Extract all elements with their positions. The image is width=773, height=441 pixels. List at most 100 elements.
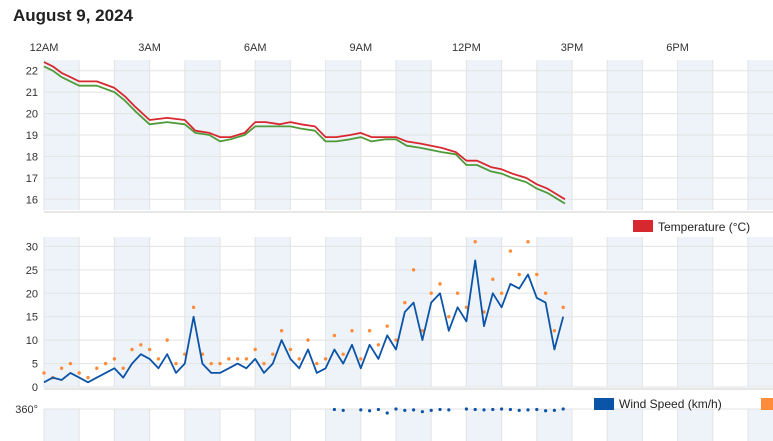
wind-direction-point <box>526 408 530 412</box>
time-axis-label: 3AM <box>138 42 161 54</box>
time-axis-label: 6PM <box>666 42 689 54</box>
wind-gust-point <box>235 357 240 361</box>
direction-tick-label: 360° <box>15 404 38 416</box>
legend-label-wind-speed: Wind Speed (km/h) <box>619 397 722 411</box>
wind-gust-point <box>385 324 389 328</box>
time-band <box>607 237 643 387</box>
wind-tick-label: 5 <box>32 359 38 371</box>
wind-direction-point <box>500 407 504 411</box>
wind-tick-label: 10 <box>26 335 38 347</box>
wind-gust-point <box>482 310 486 314</box>
wind-gust-point <box>350 329 354 333</box>
wind-tick-label: 25 <box>26 265 38 277</box>
wind-gust-point <box>315 361 319 366</box>
time-band <box>536 409 572 441</box>
wind-tick-label: 30 <box>26 241 38 253</box>
temperature-line <box>43 61 566 201</box>
wind-gust-point <box>306 338 310 342</box>
wind-gust-point <box>253 347 257 352</box>
wind-direction-point <box>482 408 486 412</box>
wind-tick-label: 15 <box>26 312 38 324</box>
temperature-tick-label: 19 <box>26 130 38 142</box>
wind-gust-point <box>376 343 381 347</box>
wind-gust-point <box>112 357 117 361</box>
time-band <box>607 409 643 441</box>
temperature-tick-label: 18 <box>26 151 38 163</box>
time-band <box>466 409 502 441</box>
wind-gust-point <box>367 329 372 333</box>
wind-gust-point <box>455 291 460 295</box>
wind-gust-point <box>499 291 504 295</box>
wind-gust-point <box>491 277 495 281</box>
grid-lines <box>43 60 773 441</box>
wind-direction-point <box>517 408 521 412</box>
series-layer <box>42 61 566 415</box>
time-axis-label: 12AM <box>30 42 59 54</box>
time-band <box>255 409 291 441</box>
wind-gust-point <box>429 291 433 295</box>
wind-gust-point <box>156 357 161 361</box>
wind-direction-point <box>403 408 407 412</box>
date-title: August 9, 2024 <box>13 6 133 25</box>
wind-gust-point <box>517 272 521 277</box>
wind-tick-label: 20 <box>26 288 38 300</box>
wind-gust-point <box>288 347 293 352</box>
wind-direction-point <box>508 407 512 412</box>
wind-gust-point <box>543 291 548 295</box>
wind-gust-point <box>218 361 222 366</box>
wind-gust-point <box>165 338 169 342</box>
time-band <box>325 409 361 441</box>
wind-gust-point <box>227 357 231 361</box>
time-band <box>396 409 432 441</box>
wind-direction-point <box>420 410 424 414</box>
wind-direction-point <box>473 407 477 412</box>
time-band <box>184 409 220 441</box>
wind-gust-point <box>447 314 451 319</box>
wind-gust-point <box>147 347 152 352</box>
wind-gust-point <box>59 366 64 370</box>
wind-gust-point <box>209 361 213 366</box>
time-band <box>748 409 773 441</box>
wind-direction-point <box>385 411 389 415</box>
wind-gust-point <box>244 357 249 361</box>
time-band <box>114 409 150 441</box>
temperature-tick-label: 17 <box>26 173 38 185</box>
dewpoint-line <box>43 65 566 205</box>
temperature-tick-label: 16 <box>26 194 38 206</box>
wind-gust-point <box>552 329 557 333</box>
wind-gust-point <box>464 305 469 310</box>
legend-label-temperature: Temperature (°C) <box>658 220 750 234</box>
wind-gust-point <box>323 357 328 361</box>
time-axis-label: 3PM <box>561 42 584 54</box>
legend-swatch-wind-gust <box>761 398 773 410</box>
wind-gust-point <box>341 352 345 356</box>
wind-gust-point <box>174 361 178 366</box>
time-band <box>44 409 80 441</box>
wind-gust-point <box>359 357 363 361</box>
wind-direction-point <box>561 407 565 411</box>
wind-gust-point <box>438 282 442 286</box>
wind-gust-point <box>103 361 108 366</box>
wind-gust-point <box>86 375 90 380</box>
wind-gust-point <box>68 361 73 366</box>
wind-speed-line <box>43 259 565 384</box>
wind-gust-point <box>42 371 46 375</box>
temperature-tick-label: 20 <box>26 109 38 121</box>
wind-gust-point <box>473 239 477 244</box>
legend-swatch-temperature <box>633 220 653 232</box>
wind-gust-point <box>77 371 81 375</box>
wind-direction-point <box>394 407 398 411</box>
wind-direction-point <box>429 408 433 412</box>
temperature-tick-label: 22 <box>26 66 38 78</box>
time-band <box>114 237 150 387</box>
wind-direction-point <box>552 408 557 412</box>
wind-direction-point <box>535 407 539 412</box>
wind-direction-point <box>544 409 548 413</box>
wind-gust-point <box>271 352 275 356</box>
wind-direction-point <box>491 407 495 412</box>
wind-direction-point <box>368 409 372 413</box>
wind-gust-point <box>121 366 125 370</box>
wind-direction-point <box>341 408 345 412</box>
wind-gust-point <box>297 357 301 361</box>
